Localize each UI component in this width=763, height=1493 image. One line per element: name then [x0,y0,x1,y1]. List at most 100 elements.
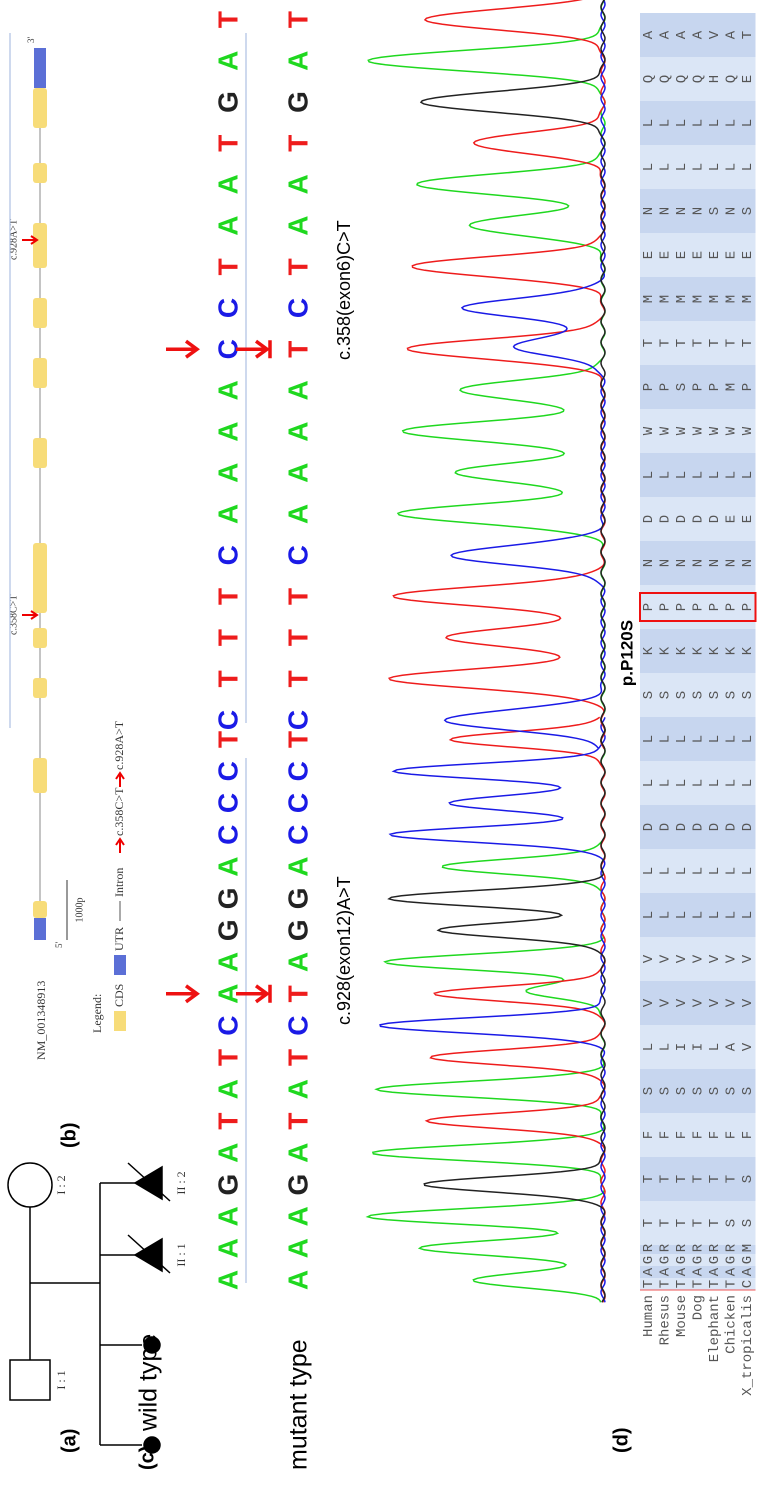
residue: E [674,251,690,259]
residue: S [740,207,756,215]
residue: K [641,646,657,655]
residue: N [674,207,690,215]
residue: P [707,383,723,391]
residue: T [723,339,739,347]
legend-arrow [116,839,124,853]
residue: W [657,426,673,435]
residue: P [674,603,690,611]
residue: L [657,471,673,479]
residue: S [723,691,739,699]
residue: V [690,998,706,1007]
residue: D [723,823,739,831]
residue: R [690,1243,706,1252]
residue: G [641,1256,657,1264]
pedigree-triangle [135,1167,162,1199]
base: A [212,174,243,194]
residue: L [641,867,657,875]
trace-G [389,717,605,1302]
residue: T [641,1175,657,1183]
exon [33,223,47,268]
residue: L [641,119,657,127]
residue: V [723,998,739,1007]
legend-label: Intron [112,868,126,897]
base: C [212,545,243,565]
residue: I [674,1043,690,1051]
residue: L [657,735,673,743]
legend-label: UTR [112,927,126,951]
species-name: Human [641,1295,657,1337]
residue: L [707,911,723,919]
base: C [282,545,313,565]
residue: T [707,1280,723,1288]
residue: T [740,339,756,347]
legend-swatch-cds [114,1011,126,1031]
residue: M [707,295,723,303]
residue: L [674,163,690,171]
residue: M [740,1244,756,1252]
base: A [212,1206,243,1226]
residue: A [657,1267,673,1276]
residue: W [740,426,756,435]
mutation-label: p.P120S [617,620,636,686]
residue: R [641,1243,657,1252]
residue: V [707,998,723,1007]
base: C [212,298,243,318]
residue: E [740,75,756,83]
residue: L [641,471,657,479]
page: I : 1 I : 2 II : 1 II : 2 (a) (b) (c) wi… [0,0,763,1493]
residue: G [723,1256,739,1264]
residue: N [657,559,673,567]
residue: R [707,1243,723,1252]
residue: L [707,779,723,787]
residue: F [723,1131,739,1139]
residue: L [723,779,739,787]
utr [34,918,46,940]
residue: E [657,251,673,259]
residue: W [674,426,690,435]
residue: S [641,1087,657,1095]
residue: T [707,339,723,347]
base: T [282,731,313,748]
base: A [282,463,313,483]
residue: N [707,559,723,567]
residue: S [707,1087,723,1095]
residue: S [740,1087,756,1095]
residue: F [657,1131,673,1139]
residue: M [690,295,706,303]
residue: D [674,823,690,831]
residue: T [740,31,756,39]
residue: S [723,1087,739,1095]
species-name: Rhesus [657,1295,673,1345]
residue: S [740,691,756,699]
residue: E [707,251,723,259]
residue: S [740,1175,756,1183]
base: A [282,952,313,972]
base: A [212,504,243,524]
residue: L [641,911,657,919]
residue: S [690,1087,706,1095]
base: G [212,91,243,113]
exon [33,358,47,388]
chromatogram [368,0,605,1302]
species-name: Elephant [707,1295,723,1362]
base: A [282,1206,313,1226]
residue: V [657,954,673,963]
residue: G [707,1256,723,1264]
residue: E [723,251,739,259]
residue: P [690,383,706,391]
residue: P [690,603,706,611]
trace-A [368,717,605,1302]
residue: L [674,735,690,743]
species-name: Chicken [723,1295,739,1354]
base: T [282,670,313,687]
residue: N [690,559,706,567]
base: C [282,1015,313,1035]
base: T [282,1112,313,1129]
residue: L [707,867,723,875]
residue: S [740,1219,756,1227]
pedigree-slash [128,1163,170,1201]
legend-label: CDS [112,984,126,1007]
base: T [282,629,313,646]
residue: A [723,30,739,39]
residue: K [707,646,723,655]
